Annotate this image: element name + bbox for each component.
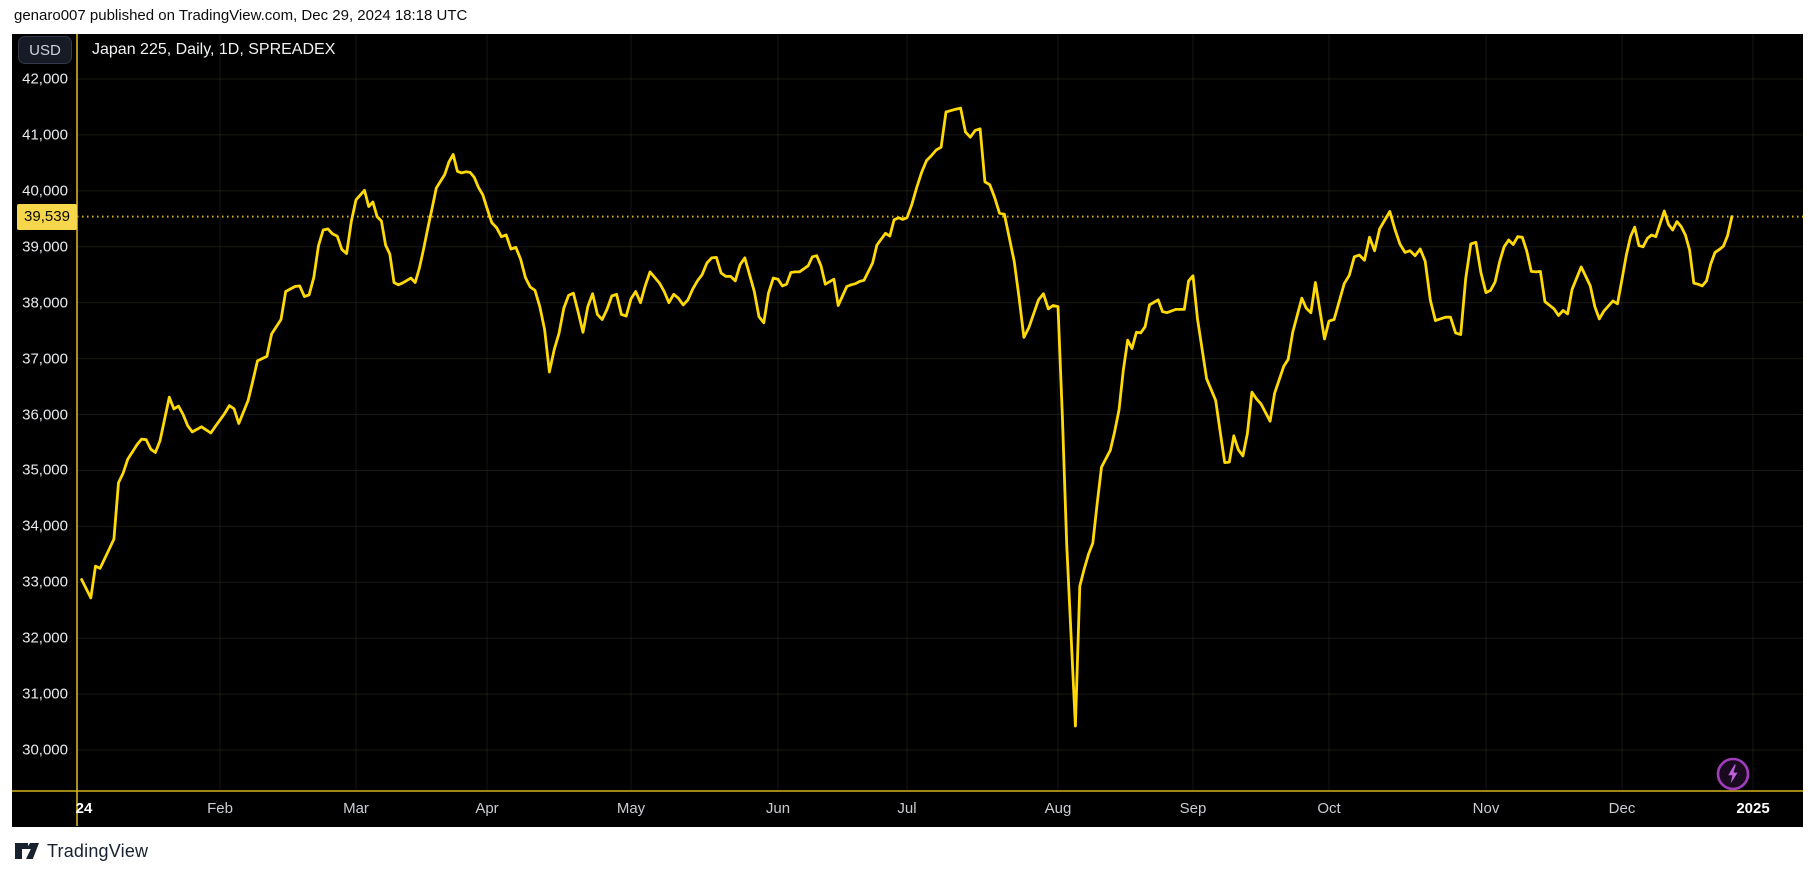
time-scale-tick: 2025	[1736, 800, 1770, 817]
time-scale-tick: Apr	[475, 800, 499, 817]
time-scale-tick: Feb	[207, 800, 233, 817]
price-scale-tick: 39,000	[22, 238, 68, 256]
last-price-label: 39,539	[17, 203, 77, 230]
price-scale-tick: 42,000	[22, 70, 68, 88]
time-scale-tick: Nov	[1472, 800, 1500, 817]
time-scale-tick: Dec	[1608, 800, 1636, 817]
chart-panel[interactable]: USD Japan 225, Daily, 1D, SPREADEX 42,00…	[12, 34, 1803, 827]
price-scale-tick: 37,000	[22, 350, 68, 368]
time-scale-tick: Jul	[897, 800, 917, 817]
currency-badge[interactable]: USD	[18, 36, 72, 64]
brand-footer[interactable]: TradingView	[14, 838, 148, 864]
tradingview-logo-icon	[15, 843, 39, 859]
price-scale-tick: 31,000	[22, 685, 68, 703]
price-scale-tick: 32,000	[22, 629, 68, 647]
time-scale-tick: Mar	[343, 800, 369, 817]
time-scale-tick: 24	[75, 800, 93, 817]
brand-name: TradingView	[47, 840, 149, 861]
price-scale-tick: 33,000	[22, 573, 68, 591]
lightning-icon[interactable]	[1716, 757, 1750, 791]
time-scale-tick: Oct	[1317, 800, 1341, 817]
chart-title: Japan 225, Daily, 1D, SPREADEX	[92, 41, 336, 58]
price-scale-tick: 41,000	[22, 126, 68, 144]
price-chart-canvas[interactable]	[12, 34, 1803, 827]
currency-badge-label: USD	[29, 41, 61, 59]
price-scale-tick: 30,000	[22, 741, 68, 759]
publish-attribution: genaro007 published on TradingView.com, …	[14, 7, 468, 24]
time-scale-tick: Jun	[765, 800, 791, 817]
time-scale-tick: Sep	[1179, 800, 1207, 817]
price-scale-tick: 35,000	[22, 461, 68, 479]
price-scale-tick: 36,000	[22, 406, 68, 424]
price-scale-tick: 34,000	[22, 517, 68, 535]
time-scale-tick: Aug	[1044, 800, 1072, 817]
lightning-bolt-glyph	[1728, 764, 1738, 784]
time-scale-tick: May	[616, 800, 646, 817]
price-scale-tick: 40,000	[22, 182, 68, 200]
price-scale-tick: 38,000	[22, 294, 68, 312]
